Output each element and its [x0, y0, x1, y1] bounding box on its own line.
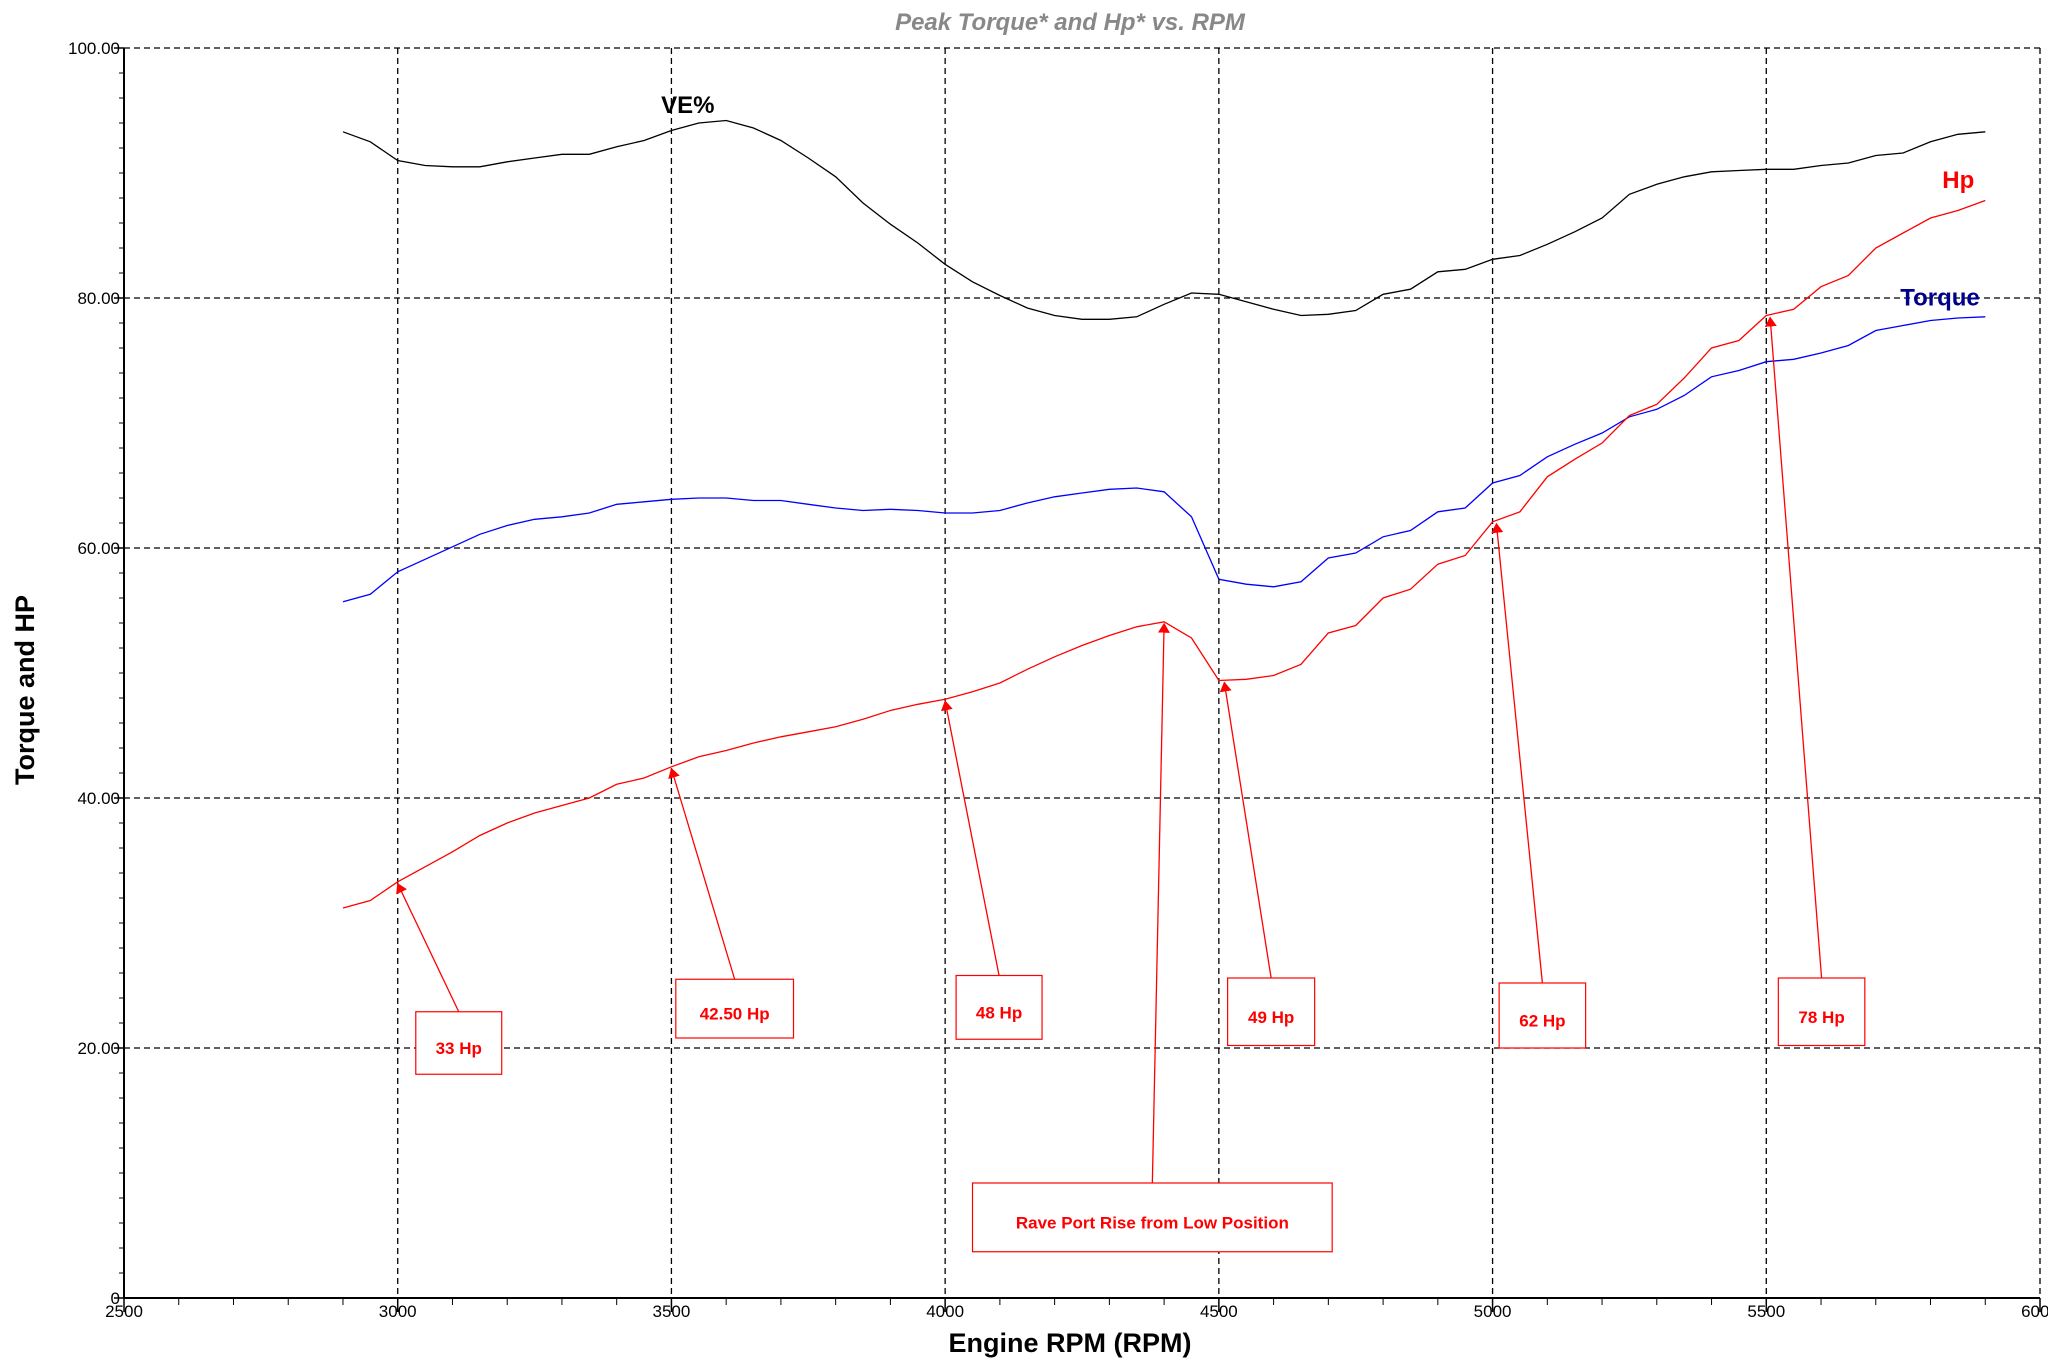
x-axis-title: Engine RPM (RPM) — [949, 1328, 1192, 1358]
series-label-ve: VE% — [661, 92, 714, 119]
annotation-box — [971, 1182, 1333, 1253]
annotation-arrow — [1491, 522, 1544, 984]
annotation-box — [675, 978, 795, 1039]
x-tick-label: 3500 — [653, 1302, 691, 1321]
chart-title: Peak Torque* and Hp* vs. RPM — [895, 9, 1246, 36]
annotation-label: 33 Hp — [436, 1039, 482, 1058]
x-tick-label: 4000 — [926, 1302, 964, 1321]
series-line-torque — [342, 316, 1986, 603]
annotation-box — [1777, 977, 1866, 1047]
annotations: 33 Hp 42.50 Hp 48 Hp 49 Hp 62 Hp 78 Hp Rave Po… — [396, 316, 1866, 1253]
annotation-arrow — [1151, 622, 1170, 1184]
annotation-arrow — [1764, 316, 1823, 979]
y-tick-label: 0 — [111, 1289, 120, 1308]
series-label-hp: Hp — [1942, 167, 1974, 194]
x-tick-label: 4500 — [1200, 1302, 1238, 1321]
annotation-arrow — [940, 700, 1000, 976]
annotation-label: 48 Hp — [976, 1003, 1022, 1022]
y-axis-title: Torque and HP — [10, 595, 40, 785]
grid — [124, 47, 2041, 1298]
series-line-hp — [342, 199, 1986, 909]
annotation-label: 62 Hp — [1519, 1012, 1565, 1031]
series-lines — [342, 119, 1986, 909]
y-tick-label: 100.00 — [68, 39, 120, 58]
series-label-torque: Torque — [1900, 285, 1980, 312]
annotation-arrow — [1219, 681, 1272, 979]
annotation-box — [1498, 982, 1587, 1049]
annotation-label: 49 Hp — [1248, 1008, 1294, 1027]
annotation-label: Rave Port Rise from Low Position — [1016, 1213, 1289, 1232]
annotation-box — [415, 1011, 503, 1075]
x-tick-label: 3000 — [379, 1302, 417, 1321]
annotation-arrow — [396, 882, 460, 1013]
y-tick-label: 60.00 — [77, 539, 120, 558]
annotation-arrow — [668, 767, 736, 980]
y-tick-label: 40.00 — [77, 789, 120, 808]
series-labels: VE% Hp Torque — [661, 92, 1980, 312]
annotation-label: 42.50 Hp — [700, 1005, 770, 1024]
x-tick-label: 2500 — [105, 1302, 143, 1321]
x-tick-label: 5500 — [1747, 1302, 1785, 1321]
annotation-label: 78 Hp — [1798, 1008, 1844, 1027]
annotation-box — [955, 974, 1043, 1040]
series-line-ve — [342, 119, 1986, 320]
y-tick-label: 20.00 — [77, 1039, 120, 1058]
annotation-box — [1227, 977, 1316, 1047]
x-tick-label: 5000 — [1474, 1302, 1512, 1321]
y-tick-label: 80.00 — [77, 289, 120, 308]
